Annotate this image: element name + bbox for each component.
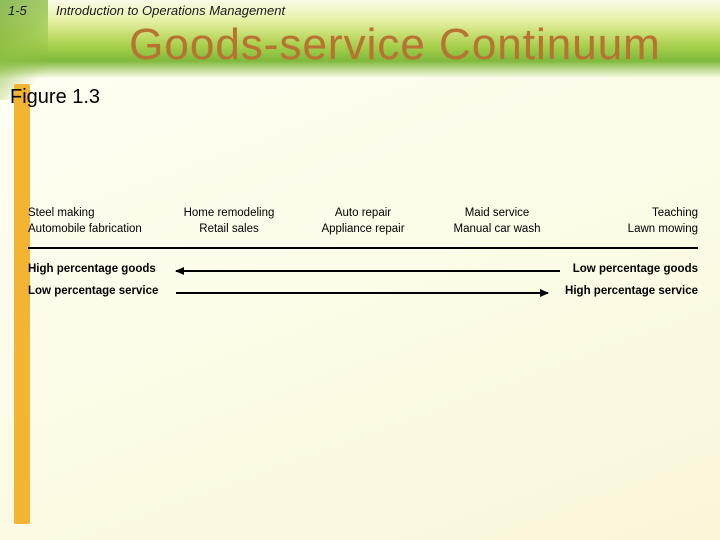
- service-right-label: High percentage service: [565, 285, 698, 297]
- continuum-col: Maid service Manual car wash: [430, 206, 564, 237]
- col-line2: Retail sales: [162, 222, 296, 238]
- continuum-divider: [28, 247, 698, 249]
- goods-right-label: Low percentage goods: [573, 263, 698, 275]
- goods-arrow-row: High percentage goods Low percentage goo…: [28, 263, 698, 281]
- continuum-columns: Steel making Automobile fabrication Home…: [28, 206, 698, 237]
- continuum-col: Teaching Lawn mowing: [564, 206, 698, 237]
- col-line2: Automobile fabrication: [28, 222, 162, 238]
- col-line1: Maid service: [430, 206, 564, 222]
- service-arrow-row: Low percentage service High percentage s…: [28, 285, 698, 303]
- slide-title: Goods-service Continuum: [90, 20, 700, 70]
- arrow-left-icon: [175, 267, 184, 275]
- col-line1: Home remodeling: [162, 206, 296, 222]
- continuum-col: Auto repair Appliance repair: [296, 206, 430, 237]
- page-number: 1-5: [8, 3, 27, 18]
- figure-label: Figure 1.3: [10, 86, 100, 109]
- side-accent-bar: [14, 84, 30, 524]
- service-arrow: [176, 292, 548, 294]
- col-line1: Teaching: [564, 206, 698, 222]
- arrow-right-icon: [540, 289, 549, 297]
- goods-arrow: [176, 270, 560, 272]
- col-line2: Manual car wash: [430, 222, 564, 238]
- goods-left-label: High percentage goods: [28, 263, 156, 275]
- chapter-title: Introduction to Operations Management: [56, 3, 285, 18]
- continuum-col: Steel making Automobile fabrication: [28, 206, 162, 237]
- continuum-col: Home remodeling Retail sales: [162, 206, 296, 237]
- col-line1: Auto repair: [296, 206, 430, 222]
- service-left-label: Low percentage service: [28, 285, 158, 297]
- col-line2: Appliance repair: [296, 222, 430, 238]
- col-line1: Steel making: [28, 206, 162, 222]
- col-line2: Lawn mowing: [564, 222, 698, 238]
- continuum-diagram: Steel making Automobile fabrication Home…: [28, 206, 698, 303]
